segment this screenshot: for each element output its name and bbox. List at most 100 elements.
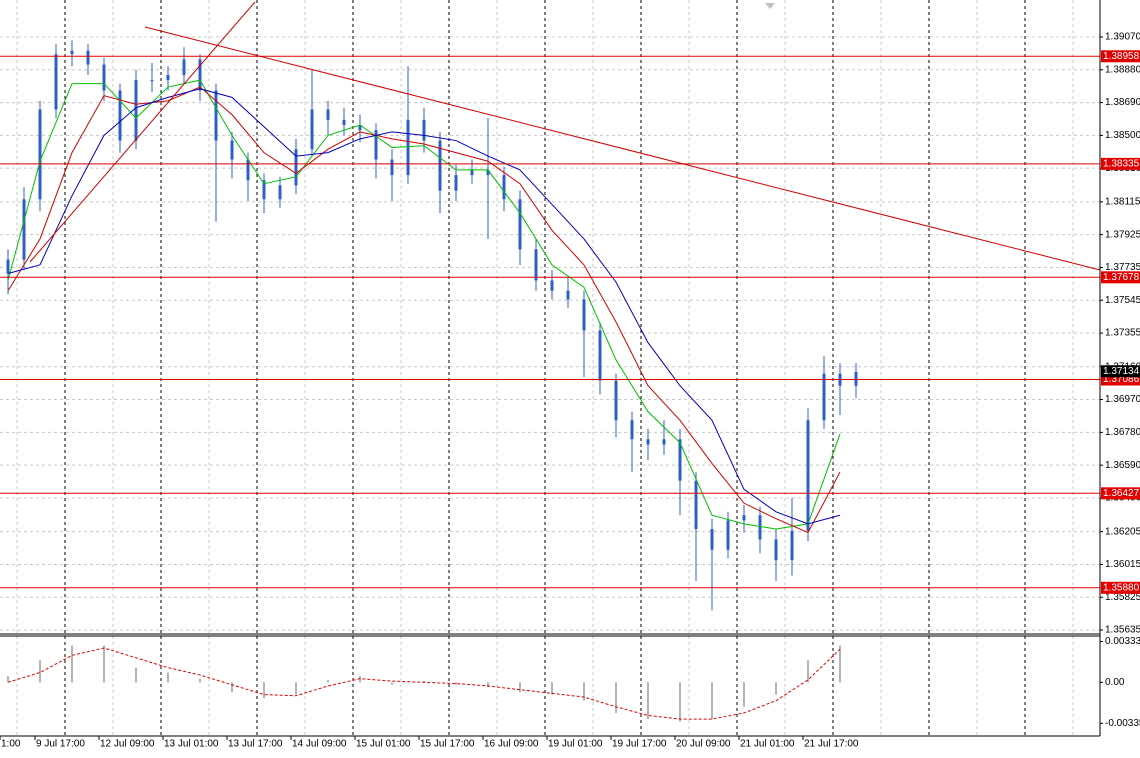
candle-body (86, 50, 90, 65)
candle-body (566, 290, 570, 300)
labels: 1.390701.388801.386901.385001.383101.381… (0, 32, 1140, 750)
moving-average (7, 88, 841, 525)
histogram-bar (7, 676, 9, 683)
candle-body (278, 185, 282, 200)
candle-body (38, 109, 42, 200)
histogram-bar (583, 682, 585, 701)
histogram-bar (39, 660, 41, 683)
y-tick-label: 1.36205 (1105, 526, 1140, 537)
level-label: 1.38958 (1103, 51, 1140, 62)
histogram-bar (743, 682, 745, 707)
candle-body (534, 249, 538, 281)
x-tick-label: 16 Jul 09:00 (484, 739, 539, 750)
candle-body (342, 119, 346, 126)
y-tick-label: 1.37735 (1105, 262, 1140, 273)
candle-body (774, 539, 778, 561)
y-tick-label: 1.38880 (1105, 64, 1140, 75)
y-tick-label: 1.36015 (1105, 559, 1140, 570)
plot (0, 40, 1100, 722)
y-tick-label: 1.38690 (1105, 97, 1140, 108)
x-tick-label: 13 Jul 17:00 (228, 739, 283, 750)
trend-line (144, 26, 1101, 271)
histogram-bar (327, 679, 329, 683)
histogram-bar (807, 660, 809, 683)
histogram-bar (455, 682, 457, 685)
histogram-bar (167, 672, 169, 683)
candle-body (678, 439, 682, 481)
y-tick-label: 1.38115 (1105, 196, 1140, 207)
y-tick-label: 0.00 (1105, 677, 1125, 688)
y-tick-label: 1.35635 (1105, 625, 1140, 636)
y-tick-label: 1.36970 (1105, 394, 1140, 405)
candle-body (134, 80, 138, 141)
trend-line (29, 1, 256, 263)
candle-body (502, 175, 506, 200)
y-tick-label: 1.37355 (1105, 328, 1140, 339)
grid (0, 0, 1100, 736)
candle-body (246, 159, 250, 181)
level-label-bg (1101, 157, 1140, 170)
candle-body (230, 140, 234, 160)
y-tick-label: 1.35825 (1105, 592, 1140, 603)
histogram-bar (71, 645, 73, 683)
y-tick-label: 1.39070 (1105, 32, 1140, 43)
candle-body (822, 373, 826, 421)
x-tick-label: 21 Jul 17:00 (804, 739, 859, 750)
candle-body (614, 380, 618, 421)
histogram-bar (423, 681, 425, 683)
candle-body (326, 109, 330, 120)
y-tick-label: 1.38500 (1105, 130, 1140, 141)
level-label-bg (1101, 50, 1140, 63)
candle-body (6, 259, 10, 274)
candle-body (598, 330, 602, 381)
candle-body (806, 420, 810, 531)
histogram-bar (391, 682, 393, 685)
candle-body (118, 90, 122, 141)
level-label-bg (1101, 581, 1140, 594)
x-tick-label: 19 Jul 01:00 (548, 739, 603, 750)
candle-body (166, 74, 170, 81)
current-price-bg (1101, 365, 1140, 378)
candle-body (438, 140, 442, 191)
histogram-bar (551, 682, 553, 695)
y-tick-label: 1.36780 (1105, 427, 1140, 438)
x-tick-label: 13 Jul 01:00 (164, 739, 219, 750)
current-price-label: 1.37134 (1103, 366, 1140, 377)
candle-body (518, 199, 522, 250)
x-tick-label: 9 Jul 17:00 (36, 739, 85, 750)
candle-body (630, 420, 634, 440)
x-tick-label: 1:00 (1, 739, 21, 750)
candle-body (358, 125, 362, 131)
level-label: 1.35880 (1103, 582, 1140, 593)
histogram-bar (295, 682, 297, 695)
candle-body (422, 119, 426, 141)
axis-background (0, 736, 1100, 758)
moving-average (7, 86, 841, 534)
y-tick-label: -0.00335 (1105, 718, 1140, 729)
histogram-bar (231, 682, 233, 693)
x-tick-label: 12 Jul 09:00 (100, 739, 155, 750)
candle-body (70, 50, 74, 55)
x-tick-label: 19 Jul 17:00 (612, 739, 667, 750)
moving-average (7, 79, 841, 530)
histogram-bar (103, 645, 105, 683)
x-tick-label: 21 Jul 01:00 (740, 739, 795, 750)
candle-body (742, 515, 746, 521)
candle-body (294, 149, 298, 186)
histogram-bar (135, 667, 137, 683)
candle-body (550, 280, 554, 291)
candle-body (582, 299, 586, 331)
candle-body (486, 169, 490, 176)
candle-body (726, 520, 730, 550)
candle-body (198, 59, 202, 91)
histogram-bar (711, 682, 713, 720)
candle-body (22, 199, 26, 260)
level-label-bg (1101, 487, 1140, 500)
histogram-bar (647, 682, 649, 720)
level-label: 1.36427 (1103, 488, 1140, 499)
y-tick-label: 1.37925 (1105, 229, 1140, 240)
candle-body (390, 159, 394, 176)
level-label: 1.37086 (1103, 374, 1140, 385)
